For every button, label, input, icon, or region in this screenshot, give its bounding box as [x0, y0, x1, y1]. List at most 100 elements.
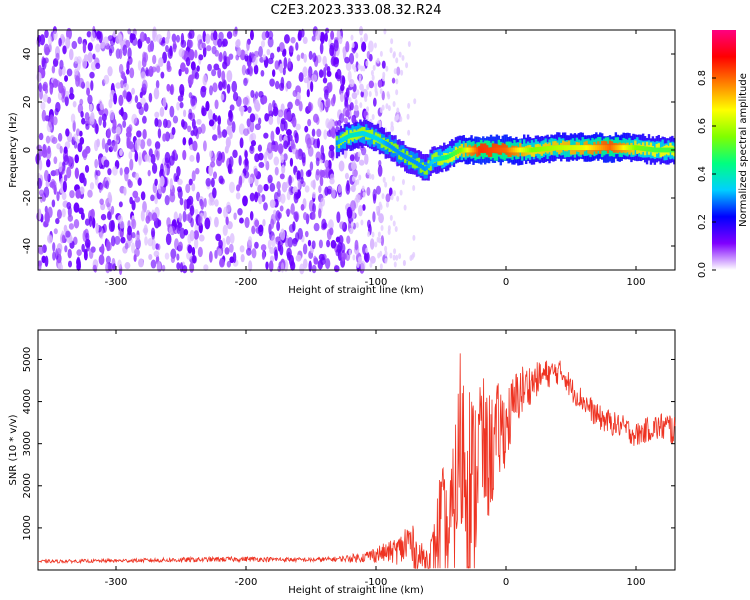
- spectrogram-noise-blob: [151, 162, 158, 174]
- spectrogram-noise-blob: [52, 30, 58, 41]
- spectrogram-noise-blob: [90, 61, 97, 71]
- spectrogram-noise-blob: [250, 51, 255, 60]
- spectrogram-noise-blob: [62, 45, 67, 55]
- spectrogram-noise-blob: [244, 50, 249, 57]
- spectrogram-noise-blob: [196, 152, 200, 164]
- spectrogram-noise-blob: [177, 178, 183, 186]
- spectrogram-noise-blob: [260, 40, 266, 48]
- spectrogram-noise-blob: [318, 253, 325, 261]
- spectrogram-noise-blob: [114, 235, 121, 245]
- spectrogram-noise-blob: [76, 249, 82, 257]
- spectrogram-noise-blob: [43, 186, 50, 198]
- spectrogram-noise-blob: [368, 173, 372, 180]
- spectrogram-noise-blob: [42, 93, 49, 103]
- spectrogram-signal-core: [606, 145, 610, 150]
- spectrogram-noise-blob: [169, 45, 173, 57]
- spectrogram-noise-blob: [254, 177, 259, 187]
- spectrogram-noise-blob: [267, 102, 273, 115]
- spectrogram-y-label: Frequency (Hz): [8, 112, 19, 188]
- spectrogram-noise-blob: [328, 81, 333, 92]
- spectrogram-noise-blob: [274, 249, 278, 262]
- spectrogram-noise-blob: [283, 34, 290, 44]
- spectrogram-noise-blob: [39, 88, 43, 100]
- spectrogram-noise-blob: [286, 111, 292, 121]
- spectrogram-noise-blob: [87, 94, 93, 105]
- spectrogram-signal-core: [593, 145, 596, 150]
- spectrogram-noise-blob: [361, 86, 365, 93]
- spectrogram-noise-blob: [366, 106, 370, 113]
- spectrogram-noise-blob: [177, 95, 184, 102]
- spectrogram-noise-blob: [311, 35, 316, 42]
- spectrogram-noise-blob: [109, 38, 116, 46]
- spectrogram-noise-blob: [156, 34, 163, 43]
- spectrogram-noise-blob: [124, 169, 129, 182]
- spectrogram-signal-core: [641, 146, 645, 151]
- spectrogram-noise-blob: [251, 248, 257, 259]
- spectrogram-signal-core: [669, 147, 672, 153]
- spectrogram-noise-blob: [361, 185, 365, 192]
- spectrogram-noise-blob: [242, 96, 249, 106]
- spectrogram-noise-blob: [103, 74, 110, 85]
- spectrogram-noise-blob: [304, 230, 309, 238]
- spectrogram-noise-blob: [160, 39, 166, 47]
- spectrogram-noise-blob: [205, 177, 212, 187]
- spectrogram-noise-blob: [61, 192, 67, 201]
- spectrogram-noise-blob: [293, 191, 299, 204]
- spectrogram-noise-blob: [305, 170, 312, 178]
- spectrogram-noise-blob: [187, 39, 194, 49]
- spectrogram-noise-blob: [200, 200, 205, 210]
- spectrogram-noise-blob: [180, 62, 186, 73]
- spectrogram-noise-blob: [391, 175, 395, 182]
- spectrogram-noise-blob: [151, 238, 156, 251]
- spectrogram-noise-blob: [405, 62, 409, 69]
- spectrogram-noise-blob: [233, 212, 237, 220]
- spectrogram-noise-blob: [389, 47, 393, 54]
- spectrogram-noise-blob: [349, 102, 354, 111]
- spectrogram-noise-blob: [143, 102, 149, 112]
- spectrogram-noise-blob: [349, 154, 355, 162]
- spectrogram-noise-blob: [67, 214, 74, 222]
- spectrogram-noise-blob: [268, 115, 274, 126]
- spectrogram-noise-blob: [352, 254, 356, 261]
- spectrogram-noise-blob: [324, 258, 331, 270]
- colorbar-ticks: 0.0 0.2 0.4 0.6 0.8: [697, 70, 716, 278]
- spectrogram-noise-blob: [351, 92, 358, 100]
- spectrogram-noise-blob: [303, 53, 308, 63]
- spectrogram-noise-blob: [148, 253, 153, 260]
- spectrogram-noise-blob: [338, 235, 344, 245]
- spectrogram-noise-blob: [232, 251, 237, 264]
- spectrogram-noise-blob: [377, 164, 383, 177]
- spectrogram-noise-blob: [217, 129, 222, 139]
- spectrogram-noise-blob: [336, 29, 341, 40]
- spectrogram-noise-blob: [281, 181, 288, 193]
- spectrogram-noise-blob: [176, 101, 180, 111]
- spectrogram-noise-blob: [98, 116, 102, 126]
- spectrogram-noise-blob: [384, 257, 388, 264]
- spectrogram-noise-blob: [267, 174, 273, 184]
- spectrogram-noise-blob: [78, 77, 85, 88]
- snr-frame: [37, 329, 676, 571]
- spectrogram-noise-blob: [122, 120, 127, 128]
- spectrogram-noise-blob: [379, 250, 383, 257]
- spectrogram-signal-core: [476, 147, 479, 153]
- spectrogram-noise-blob: [254, 219, 260, 227]
- spectrogram-noise-blob: [243, 128, 249, 136]
- spectrogram-noise-blob: [210, 177, 215, 188]
- spectrogram-noise-blob: [128, 124, 133, 132]
- spectrogram-noise-blob: [389, 214, 393, 221]
- spectrogram-noise-blob: [319, 176, 324, 187]
- spectrogram-signal-core: [470, 147, 473, 153]
- spectrogram-signal-core: [554, 145, 557, 151]
- spectrogram-signal-core: [501, 147, 504, 153]
- spectrogram-signal-core: [382, 139, 385, 145]
- spectrogram-noise-blob: [285, 237, 290, 248]
- spectrogram-signal-core: [419, 163, 423, 169]
- spectrogram-signal-core: [431, 159, 434, 165]
- spectrogram-noise-blob: [226, 31, 233, 39]
- spectrogram-noise-blob: [56, 191, 60, 202]
- spectrogram-noise-blob: [306, 137, 312, 149]
- spectrogram-noise-blob: [226, 70, 233, 83]
- spectrogram-noise-blob: [58, 37, 62, 47]
- spectrogram-noise-blob: [128, 151, 133, 160]
- spectrogram-signal-core: [480, 147, 483, 153]
